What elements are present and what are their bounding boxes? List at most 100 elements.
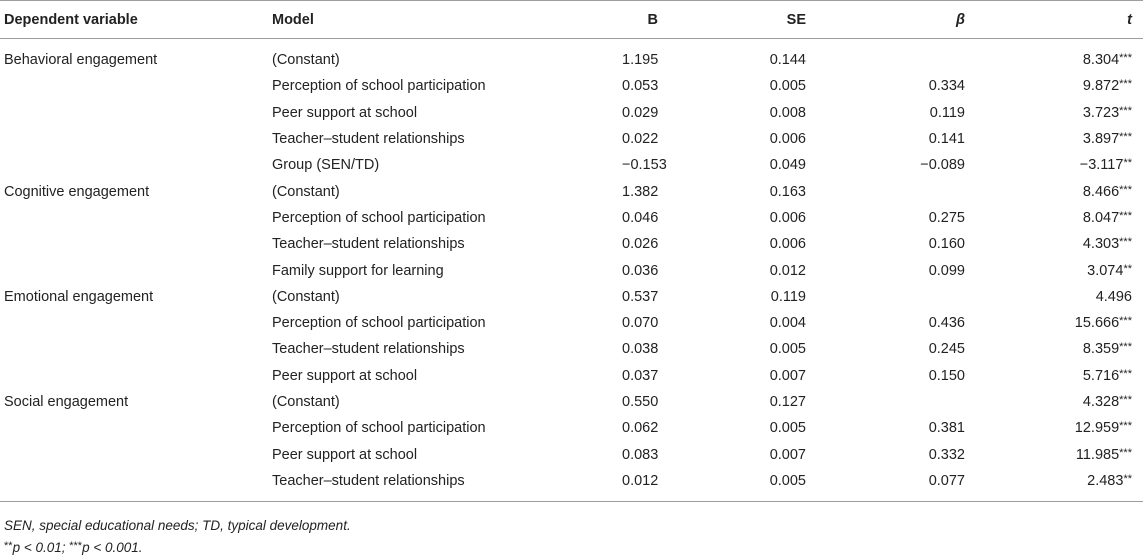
cell-model: (Constant)	[272, 394, 340, 410]
t-value: 8.304	[1082, 52, 1120, 69]
t-value: 5.716	[1082, 367, 1120, 384]
significance-stars: ***	[1119, 209, 1132, 222]
header-model: Model	[272, 0, 622, 39]
cell-model: Peer support at school	[272, 446, 418, 463]
cell-model: Peer support at school	[272, 367, 418, 384]
cell-dependent-variable	[0, 73, 272, 99]
cell-model: Teacher–student relationships	[272, 341, 465, 358]
cell-beta: 0.099	[928, 262, 965, 279]
cell-t: 12.959***	[965, 415, 1143, 441]
t-value: 11.985	[1075, 446, 1120, 463]
cell-beta: 0.332	[928, 446, 965, 463]
cell-b: 0.026	[622, 236, 659, 253]
cell-b: 1.195	[622, 52, 659, 69]
t-value: −3.117	[1079, 157, 1124, 174]
cell-b: 0.070	[622, 315, 659, 332]
cell-b: 0.053	[622, 78, 659, 95]
cell-se: 0.144	[769, 52, 806, 69]
cell-se: 0.127	[769, 394, 806, 410]
cell-t: 8.047***	[965, 205, 1143, 231]
cell-beta: 0.077	[806, 467, 965, 503]
cell-se: 0.005	[658, 467, 806, 503]
significance-stars: ***	[1119, 446, 1132, 459]
table-row: Peer support at school 0.083 0.007 0.332 11.…	[0, 441, 1143, 467]
significance-stars: ***	[1119, 236, 1132, 249]
t-value: 9.872	[1082, 78, 1120, 95]
cell-b: 0.046	[622, 209, 659, 226]
cell-model: Peer support at school	[272, 104, 418, 121]
significance-stars: ***	[1119, 52, 1132, 65]
cell-t: 4.328***	[965, 389, 1143, 415]
significance-stars: **	[1123, 157, 1132, 170]
cell-t: 5.716***	[965, 363, 1143, 389]
cell-beta: 0.275	[928, 209, 965, 226]
cell-t: 11.985***	[965, 441, 1143, 467]
significance-stars: ***	[1119, 341, 1132, 354]
cell-t: 4.496	[965, 284, 1143, 310]
cell-dependent-variable: Social engagement	[4, 394, 129, 410]
cell-se: 0.008	[769, 104, 806, 121]
t-value: 3.897	[1082, 131, 1120, 148]
table-row: Peer support at school 0.037 0.007 0.150 5.7…	[0, 363, 1143, 389]
cell-se: 0.119	[770, 288, 806, 305]
significance-stars: ***	[1119, 367, 1132, 380]
t-value: 2.483	[1087, 472, 1124, 489]
cell-t: 4.303***	[965, 231, 1143, 257]
cell-dependent-variable	[0, 231, 272, 257]
cell-model: Perception of school participation	[272, 420, 486, 437]
cell-dependent-variable: Emotional engagement	[4, 288, 154, 305]
cell-se: 0.049	[769, 157, 806, 174]
t-value: 8.047	[1082, 209, 1120, 226]
cell-beta: 0.150	[928, 367, 965, 384]
table-row: Emotional engagement (Constant) 0.537 0.119…	[0, 284, 1143, 310]
cell-beta: 0.436	[928, 315, 965, 332]
cell-t: 8.466***	[965, 178, 1143, 204]
cell-b: 0.083	[622, 446, 659, 463]
cell-model: Perception of school participation	[272, 78, 486, 95]
header-t: t	[965, 0, 1143, 39]
t-value: 8.359	[1082, 341, 1120, 358]
table-row: Perception of school participation 0.070 0…	[0, 310, 1143, 336]
cell-t: −3.117**	[965, 152, 1143, 178]
abbreviation-note: SEN, special educational needs; TD, typi…	[4, 518, 351, 533]
t-value: 4.496	[1095, 288, 1132, 305]
cell-dependent-variable	[0, 310, 272, 336]
header-beta: β	[806, 0, 965, 39]
cell-b: 0.550	[622, 394, 659, 410]
table-row: Perception of school participation 0.062 0…	[0, 415, 1143, 441]
cell-beta: 0.381	[928, 420, 965, 437]
cell-model: Family support for learning	[272, 262, 444, 279]
cell-t: 2.483**	[965, 467, 1143, 503]
cell-model: (Constant)	[272, 52, 340, 69]
cell-se: 0.005	[769, 420, 806, 437]
cell-dependent-variable	[0, 363, 272, 389]
significance-stars: ***	[1119, 131, 1132, 144]
cell-b: 0.036	[622, 262, 659, 279]
header-se: SE	[658, 0, 806, 39]
cell-dependent-variable	[0, 205, 272, 231]
cell-se: 0.163	[769, 183, 806, 200]
cell-beta: −0.089	[920, 157, 965, 174]
cell-se: 0.004	[769, 315, 806, 332]
cell-b: 0.037	[622, 367, 659, 384]
table-row: Behavioral engagement (Constant) 1.195 0.14…	[0, 39, 1143, 74]
cell-se: 0.006	[769, 131, 806, 148]
significance-note: **p < 0.01; ***p < 0.001.	[4, 536, 351, 558]
cell-dependent-variable	[0, 441, 272, 467]
table-row: Peer support at school 0.029 0.008 0.119 3.7…	[0, 100, 1143, 126]
significance-stars: ***	[1119, 420, 1132, 433]
cell-beta: 0.160	[928, 236, 965, 253]
significance-stars: ***	[1119, 315, 1132, 328]
cell-model: Teacher–student relationships	[272, 131, 465, 148]
cell-dependent-variable	[0, 257, 272, 283]
cell-t: 8.359***	[965, 336, 1143, 362]
cell-beta	[806, 389, 965, 415]
cell-dependent-variable: Cognitive engagement	[4, 183, 150, 200]
cell-b: 0.029	[622, 104, 659, 121]
table-row: Teacher–student relationships 0.012 0.005 0…	[0, 467, 1143, 503]
table-row: Perception of school participation 0.053 0…	[0, 73, 1143, 99]
table-row: Teacher–student relationships 0.022 0.006 0…	[0, 126, 1143, 152]
cell-model: (Constant)	[272, 183, 340, 200]
header-dependent-variable: Dependent variable	[0, 0, 272, 39]
